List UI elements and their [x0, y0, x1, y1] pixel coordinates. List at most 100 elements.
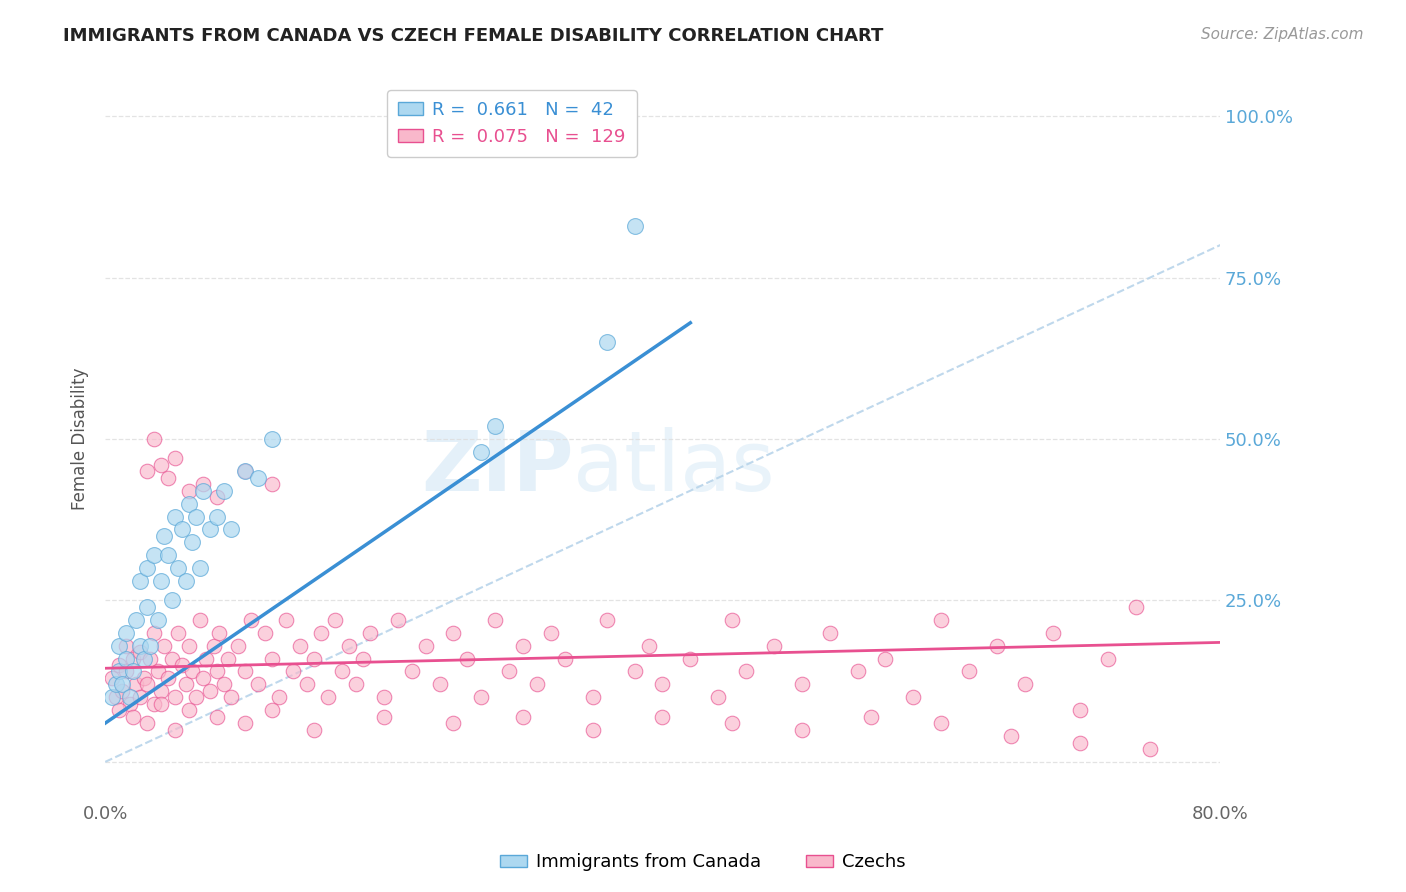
Point [443, 625, 465, 640]
Point [160, 651, 183, 665]
Point [115, 665, 138, 679]
Point [512, 709, 534, 723]
Point [163, 690, 186, 705]
Point [623, 219, 645, 233]
Point [136, 464, 159, 478]
Point [156, 471, 179, 485]
Point [283, 665, 305, 679]
Point [1000, 729, 1022, 743]
Point [149, 697, 172, 711]
Point [637, 639, 659, 653]
Point [297, 677, 319, 691]
Point [352, 651, 374, 665]
Legend: Immigrants from Canada, Czechs: Immigrants from Canada, Czechs [492, 847, 914, 879]
Point [262, 651, 284, 665]
Point [254, 625, 277, 640]
Point [651, 709, 673, 723]
Point [101, 671, 124, 685]
Point [302, 651, 325, 665]
Point [875, 651, 897, 665]
Point [526, 677, 548, 691]
Point [596, 613, 619, 627]
Point [177, 639, 200, 653]
Point [160, 593, 183, 607]
Point [202, 639, 225, 653]
Point [240, 613, 263, 627]
Point [198, 683, 221, 698]
Point [262, 703, 284, 717]
Point [721, 716, 744, 731]
Point [122, 665, 145, 679]
Point [143, 697, 166, 711]
Point [120, 690, 142, 705]
Point [191, 671, 214, 685]
Point [233, 716, 256, 731]
Point [323, 613, 346, 627]
Point [115, 625, 138, 640]
Point [149, 574, 172, 588]
Point [596, 335, 619, 350]
Point [136, 677, 159, 691]
Point [122, 651, 145, 665]
Point [309, 625, 332, 640]
Point [125, 613, 148, 627]
Point [337, 639, 360, 653]
Point [929, 613, 952, 627]
Point [212, 677, 235, 691]
Point [512, 639, 534, 653]
Point [136, 599, 159, 614]
Point [903, 690, 925, 705]
Point [163, 451, 186, 466]
Point [1139, 742, 1161, 756]
Point [443, 716, 465, 731]
Point [170, 523, 193, 537]
Point [276, 613, 298, 627]
Point [219, 523, 242, 537]
Point [373, 690, 395, 705]
Text: ZIP: ZIP [420, 427, 574, 508]
Point [129, 690, 152, 705]
Point [143, 548, 166, 562]
Point [108, 639, 131, 653]
Point [582, 723, 605, 737]
Point [134, 671, 156, 685]
Point [129, 645, 152, 659]
Point [582, 690, 605, 705]
Point [1125, 599, 1147, 614]
Point [226, 639, 249, 653]
Point [484, 613, 506, 627]
Point [163, 509, 186, 524]
Point [108, 703, 131, 717]
Point [316, 690, 339, 705]
Point [111, 677, 134, 691]
Point [623, 665, 645, 679]
Point [166, 561, 188, 575]
Point [470, 445, 492, 459]
Point [136, 716, 159, 731]
Text: Source: ZipAtlas.com: Source: ZipAtlas.com [1201, 27, 1364, 42]
Point [470, 690, 492, 705]
Point [330, 665, 353, 679]
Point [401, 665, 423, 679]
Point [233, 464, 256, 478]
Point [136, 561, 159, 575]
Point [707, 690, 730, 705]
Point [188, 561, 211, 575]
Point [986, 639, 1008, 653]
Point [415, 639, 437, 653]
Point [554, 651, 576, 665]
Point [125, 677, 148, 691]
Text: atlas: atlas [574, 427, 775, 508]
Point [170, 658, 193, 673]
Point [233, 665, 256, 679]
Point [484, 419, 506, 434]
Point [180, 665, 202, 679]
Point [191, 483, 214, 498]
Point [129, 574, 152, 588]
Point [498, 665, 520, 679]
Point [387, 613, 409, 627]
Point [163, 723, 186, 737]
Point [262, 432, 284, 446]
Point [651, 677, 673, 691]
Point [247, 471, 270, 485]
